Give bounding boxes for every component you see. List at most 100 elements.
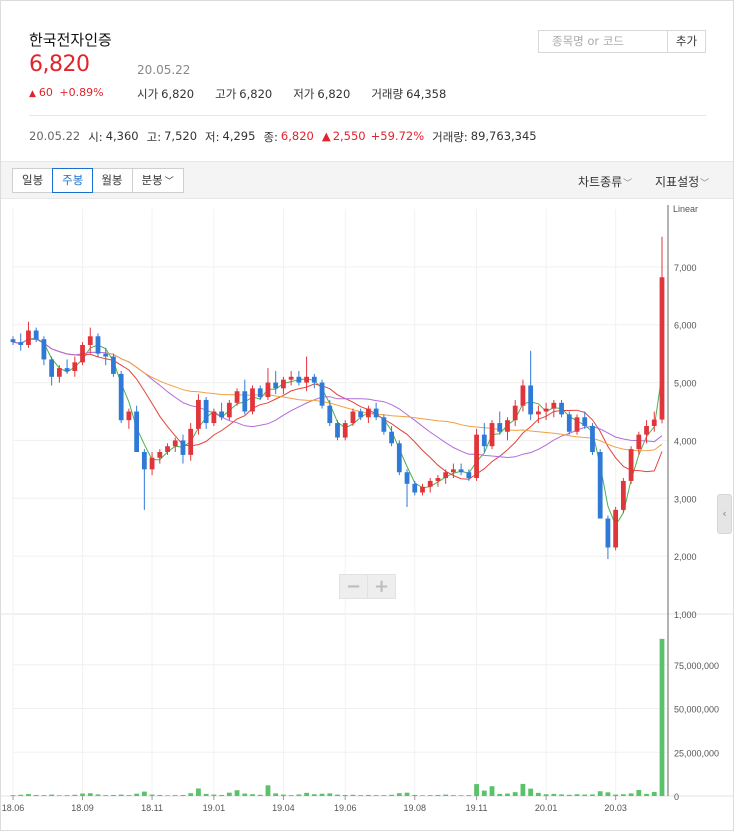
candle-body [389, 431, 394, 444]
candle-body [582, 417, 588, 426]
chart-toolbar: 일봉 주봉 월봉 분봉 ﹀ 차트종류﹀ 지표설정﹀ [1, 161, 733, 199]
candle-body [505, 420, 510, 432]
volume-bar [412, 794, 418, 796]
candle-body [188, 428, 194, 455]
candle-body [466, 472, 472, 479]
volume-bar [157, 794, 163, 796]
candle-body [319, 382, 325, 406]
stock-name[interactable]: 한국전자인증 [29, 31, 112, 49]
quote-date: 20.05.22 [137, 63, 191, 77]
tab-daily[interactable]: 일봉 [13, 169, 54, 192]
period-volume-label: 거래량: [432, 130, 468, 144]
chart-type-dropdown[interactable]: 차트종류﹀ [578, 175, 633, 189]
volume-bar [26, 794, 31, 796]
candle-body [566, 414, 572, 432]
candle-body [651, 419, 657, 426]
volume-bar [180, 794, 186, 796]
price-tick-label: 5,000 [674, 379, 697, 389]
volume-bar [427, 795, 433, 796]
period-tabs: 일봉 주봉 월봉 분봉 ﹀ [12, 168, 184, 193]
period-open: 4,360 [105, 129, 139, 143]
price-tick-label: 3,000 [674, 494, 697, 504]
volume-bar [551, 793, 557, 796]
add-stock-button[interactable]: 추가 [668, 30, 706, 53]
price-tick-label: 7,000 [674, 263, 697, 273]
candle-body [226, 402, 232, 418]
volume-bar [288, 795, 294, 796]
zoom-out-button[interactable]: − [340, 575, 368, 598]
candle-body [211, 411, 217, 424]
volume-bar [404, 792, 410, 796]
period-high: 7,520 [164, 129, 198, 143]
ma20-line [12, 338, 663, 480]
candle-body [196, 399, 201, 429]
volume-bar [265, 785, 271, 796]
candle-body [427, 480, 433, 487]
candle-body [327, 405, 333, 424]
candle-body [149, 457, 155, 470]
candle-body [157, 452, 163, 458]
candle-body [396, 443, 402, 473]
price-change: ▲ 60 +0.89% [29, 86, 104, 99]
volume-bar [597, 791, 603, 796]
candle-body [535, 411, 541, 415]
candle-body [528, 385, 534, 415]
volume-bar [95, 794, 101, 796]
candle-body [87, 336, 93, 345]
volume-bar [72, 794, 78, 796]
change-amount: 60 [38, 86, 53, 99]
volume-bar [512, 792, 518, 796]
candle-body [56, 368, 62, 377]
x-tick-label: 19.01 [203, 803, 226, 813]
volume-bar [636, 790, 642, 796]
volume-bar [620, 794, 626, 796]
volume-bar [628, 793, 634, 796]
candle-body [234, 391, 240, 403]
tab-minute[interactable]: 분봉 ﹀ [132, 169, 183, 192]
x-tick-label: 19.11 [466, 803, 488, 813]
volume-bar [33, 794, 39, 796]
volume-bar [250, 794, 255, 796]
volume-bar [474, 784, 479, 796]
panel-toggle-handle[interactable]: ‹ [717, 494, 732, 534]
candle-body [304, 376, 309, 383]
volume-bar [613, 794, 619, 796]
candle-body [134, 411, 140, 452]
up-triangle-icon: ▲ [29, 89, 36, 99]
volume-bar [574, 794, 580, 796]
candle-body [435, 478, 441, 481]
volume-bar [559, 794, 564, 796]
period-low: 4,295 [222, 129, 256, 143]
tab-weekly[interactable]: 주봉 [52, 168, 94, 193]
candle-body [543, 408, 549, 412]
candle-body [180, 440, 186, 455]
price-tick-label: 6,000 [674, 321, 697, 331]
x-tick-label: 19.04 [272, 803, 295, 813]
zoom-in-button[interactable]: + [373, 576, 390, 597]
period-open-label: 시: [88, 130, 103, 144]
volume-bar [134, 793, 140, 796]
volume-bar [651, 791, 657, 796]
quote-low: 저가 6,820 [293, 87, 351, 101]
candle-body [381, 417, 387, 432]
candle-body [512, 405, 518, 421]
candle-body [373, 408, 379, 418]
volume-bar [366, 794, 371, 796]
volume-bar [203, 793, 209, 796]
volume-bar [87, 793, 93, 796]
chevron-down-icon: ﹀ [164, 177, 174, 187]
indicator-settings-dropdown[interactable]: 지표설정﹀ [655, 175, 710, 189]
candle-body [366, 408, 371, 418]
stock-chart[interactable]: 1,000 2,000 3,000 4,000 5,000 6,000 7,000 Linea… [1, 199, 734, 831]
candle-body [103, 353, 109, 357]
volume-bar [211, 794, 217, 796]
volume-bar [311, 794, 317, 796]
candle-body [118, 373, 124, 421]
stock-search-input[interactable]: 종목명 or 코드 [538, 30, 668, 53]
candle-body [613, 509, 619, 548]
volume-bar [582, 794, 588, 796]
tab-monthly[interactable]: 월봉 [92, 169, 133, 192]
candle-body [659, 277, 665, 420]
x-tick-label: 19.06 [334, 803, 357, 813]
